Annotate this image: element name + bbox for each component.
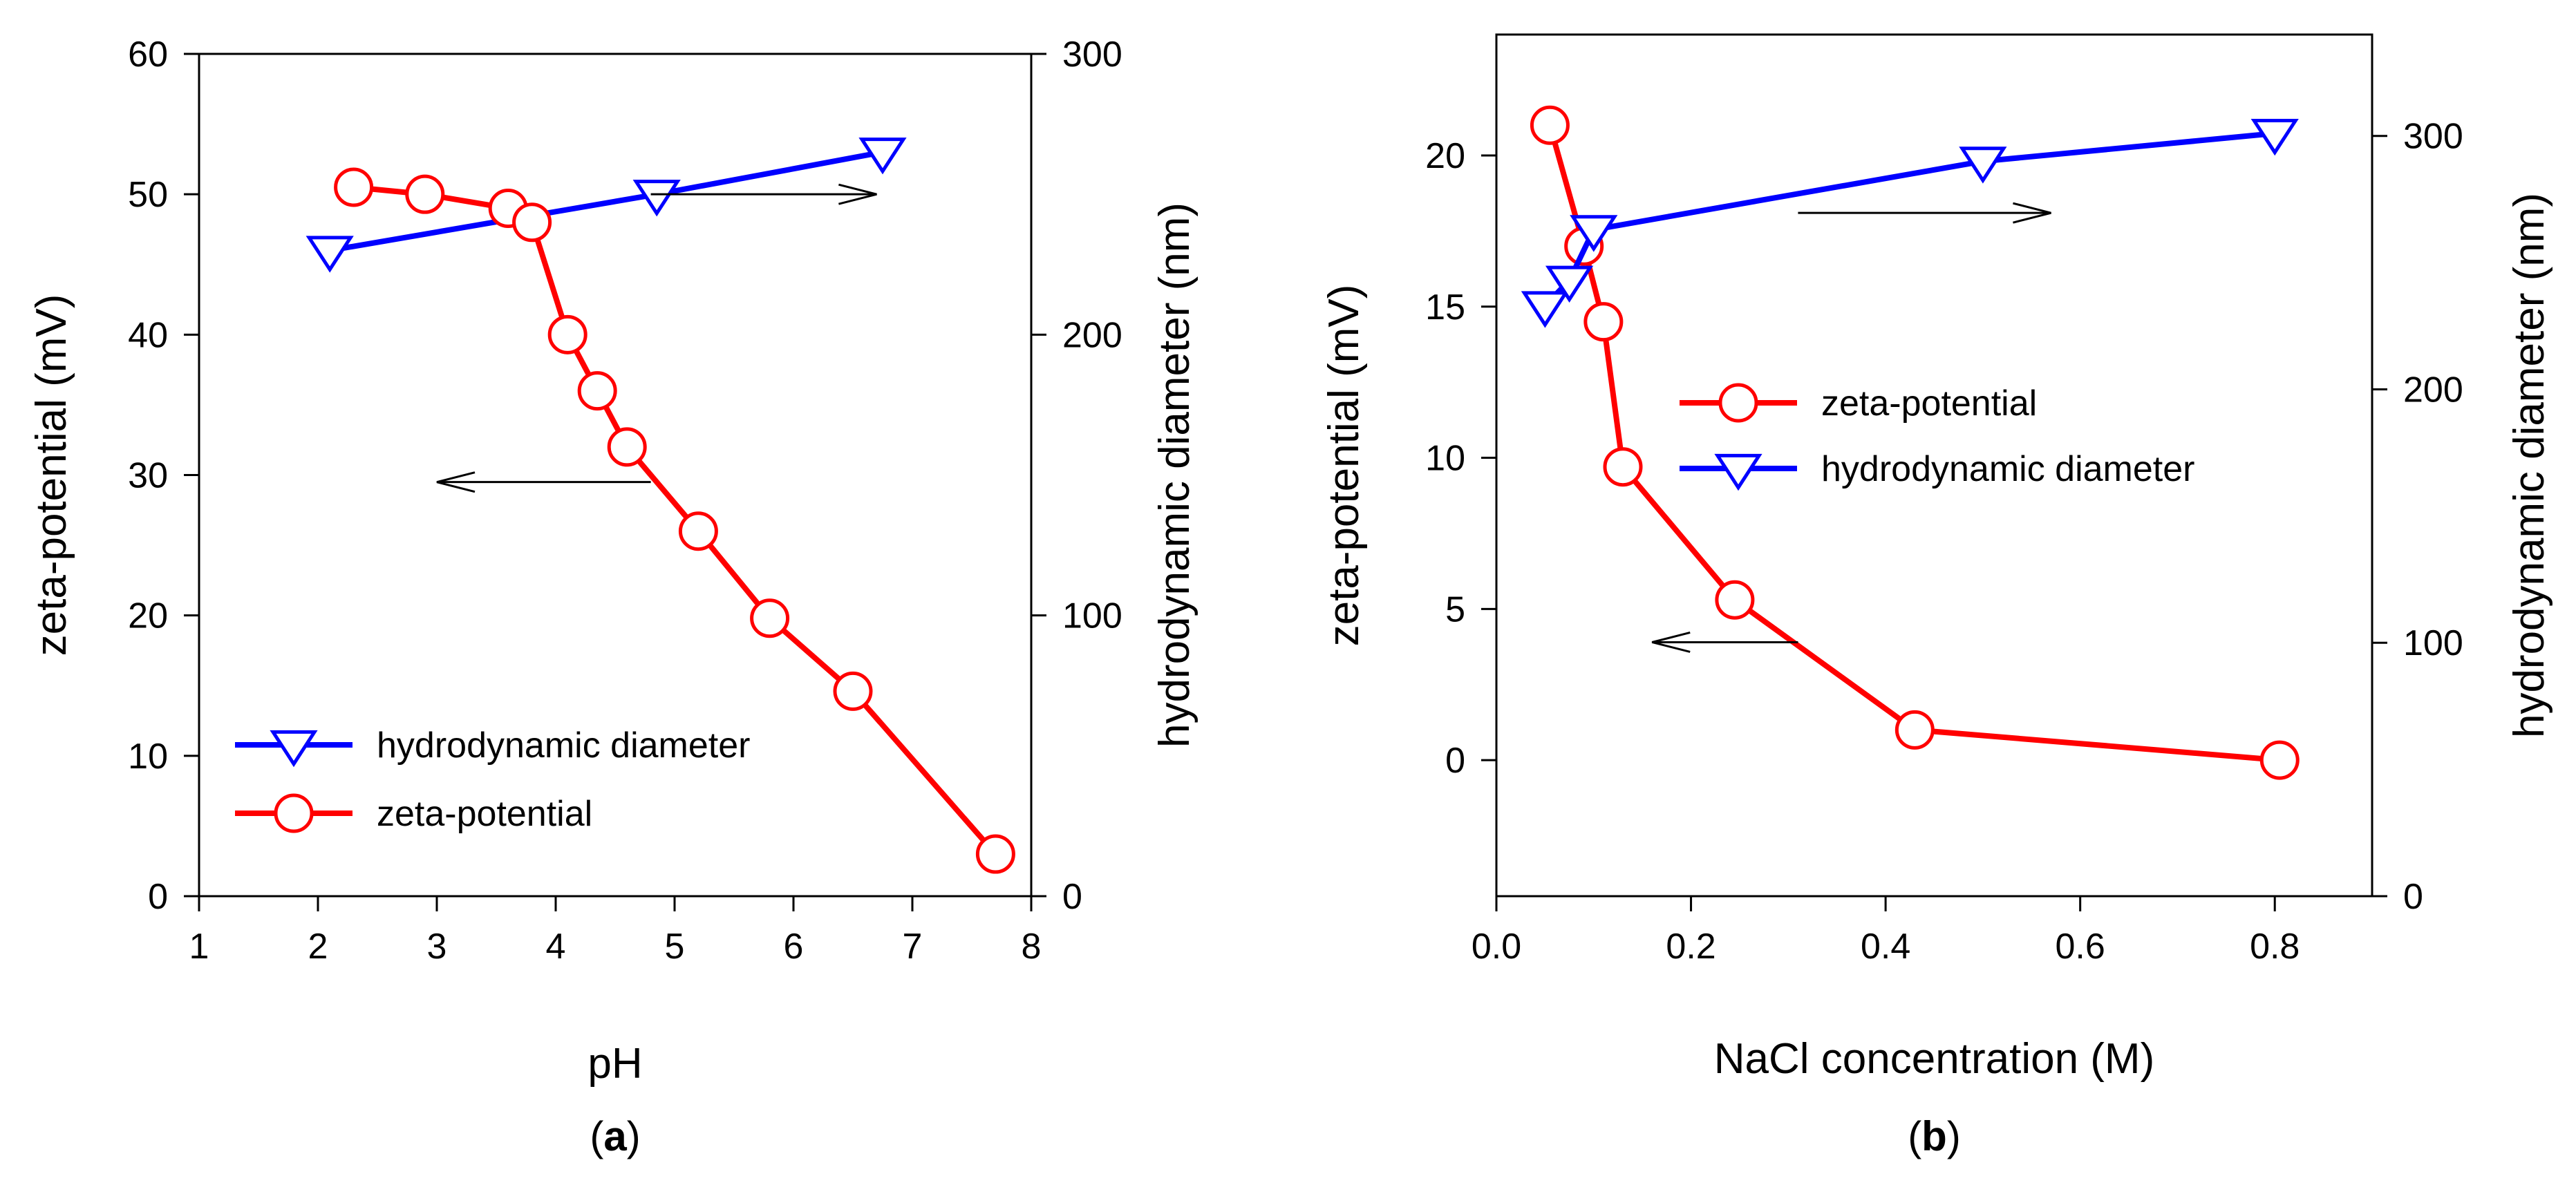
zeta-potential-point xyxy=(607,427,647,467)
legend-label-hydrodynamic-diameter: hydrodynamic diameter xyxy=(1821,449,2194,489)
y-right-tick-label: 0 xyxy=(2403,877,2423,917)
hydrodynamic-diameter-point xyxy=(1521,291,1569,328)
y-left-tick-label: 5 xyxy=(1445,589,1465,629)
y-right-tick-label: 200 xyxy=(1062,315,1122,355)
annotation-arrowhead xyxy=(2013,202,2051,224)
zeta-potential-point xyxy=(1583,302,1624,342)
legend-marker-hydrodynamic-diameter xyxy=(270,730,318,768)
plot-frame xyxy=(198,53,1033,898)
x-tick-label: 7 xyxy=(903,927,923,967)
zeta-potential-point xyxy=(1715,580,1755,620)
zeta-potential-point xyxy=(1603,447,1643,487)
y-left-tick-label: 0 xyxy=(148,877,168,917)
annotation-arrowhead xyxy=(436,471,476,493)
x-axis-title: NaCl concentration (M) xyxy=(1714,1035,2154,1083)
legend-label-zeta-potential: zeta-potential xyxy=(377,794,592,834)
annotation-arrowhead xyxy=(838,183,877,205)
y-right-axis-title: hydrodynamic diameter (nm) xyxy=(2506,193,2553,738)
panel-label-close: ) xyxy=(1947,1113,1961,1159)
zeta-potential-point xyxy=(678,511,718,551)
hydrodynamic-diameter-point xyxy=(858,138,907,175)
chart-panel-a: 1 2 3 4 5 6 7 801020304050600100200300pHzeta-po… xyxy=(28,35,1198,1159)
x-tick-label: 6 xyxy=(784,927,804,967)
annotation-arrowhead xyxy=(1651,632,1691,653)
plot-frame xyxy=(1495,33,2373,898)
zeta-potential-point xyxy=(1530,105,1570,145)
y-left-tick-label: 10 xyxy=(1425,439,1465,479)
x-axis-title: pH xyxy=(587,1040,642,1088)
zeta-potential-point xyxy=(833,671,873,711)
hydrodynamic-diameter-point xyxy=(1545,265,1594,303)
legend-marker-hydrodynamic-diameter xyxy=(1714,453,1762,491)
panel-label-open: ( xyxy=(590,1113,603,1159)
zeta-potential-point xyxy=(334,167,374,207)
y-left-tick-label: 30 xyxy=(128,456,168,496)
x-tick-label: 0.8 xyxy=(2250,927,2300,967)
y-right-tick-label: 200 xyxy=(2403,370,2463,410)
hydrodynamic-diameter-point xyxy=(1570,215,1618,252)
zeta-potential-point xyxy=(975,834,1015,874)
x-tick-label: 8 xyxy=(1022,927,1042,967)
zeta-potential-point xyxy=(1895,710,1935,750)
legend-marker-zeta-potential xyxy=(1718,383,1758,423)
y-left-tick-label: 50 xyxy=(128,175,168,215)
x-tick-label: 0.4 xyxy=(1861,927,1910,967)
y-left-tick-label: 20 xyxy=(1425,136,1465,176)
panel-label-letter: a xyxy=(603,1113,627,1159)
hydrodynamic-diameter-point xyxy=(1959,146,2007,184)
legend-label-zeta-potential: zeta-potential xyxy=(1821,383,2037,424)
hydrodynamic-diameter-point xyxy=(2250,118,2299,156)
zeta-potential-point xyxy=(2259,740,2300,780)
x-tick-label: 0.0 xyxy=(1472,927,1521,967)
x-tick-label: 0.6 xyxy=(2056,927,2105,967)
zeta-potential-point xyxy=(512,202,552,243)
zeta-potential-point xyxy=(405,174,445,214)
y-right-tick-label: 300 xyxy=(1062,35,1122,75)
y-left-tick-label: 10 xyxy=(128,737,168,777)
legend-marker-zeta-potential xyxy=(274,793,314,833)
hydrodynamic-diameter-point xyxy=(632,180,681,217)
y-left-tick-label: 20 xyxy=(128,596,168,636)
hydrodynamic-diameter-series-line xyxy=(1543,131,2275,308)
zeta-potential-point xyxy=(577,371,617,411)
panel-label-letter: b xyxy=(1921,1113,1947,1159)
panel-label-close: ) xyxy=(627,1113,641,1159)
y-left-axis-title: zeta-potential (mV) xyxy=(28,294,75,656)
y-right-tick-label: 100 xyxy=(2403,623,2463,663)
y-left-tick-label: 15 xyxy=(1425,287,1465,328)
x-tick-label: 0.2 xyxy=(1666,927,1715,967)
panel-label: (a) xyxy=(590,1113,640,1159)
panel-label: (b) xyxy=(1908,1113,1961,1159)
panel-label-open: ( xyxy=(1908,1113,1921,1159)
x-tick-label: 5 xyxy=(665,927,685,967)
y-left-tick-label: 60 xyxy=(128,35,168,75)
x-tick-label: 4 xyxy=(546,927,566,967)
x-tick-label: 2 xyxy=(308,927,328,967)
y-right-tick-label: 100 xyxy=(1062,596,1122,636)
y-left-axis-title: zeta-potential (mV) xyxy=(1320,285,1368,647)
x-tick-label: 3 xyxy=(427,927,447,967)
zeta-potential-point xyxy=(750,598,790,638)
y-right-axis-title: hydrodynamic diameter (nm) xyxy=(1151,202,1198,748)
y-right-tick-label: 300 xyxy=(2403,117,2463,157)
y-right-tick-label: 0 xyxy=(1062,877,1082,917)
y-left-tick-label: 0 xyxy=(1445,741,1465,781)
hydrodynamic-diameter-point xyxy=(305,236,354,273)
zeta-potential-point xyxy=(547,314,587,354)
x-tick-label: 1 xyxy=(189,927,209,967)
legend-label-hydrodynamic-diameter: hydrodynamic diameter xyxy=(377,726,750,766)
y-left-tick-label: 40 xyxy=(128,315,168,355)
